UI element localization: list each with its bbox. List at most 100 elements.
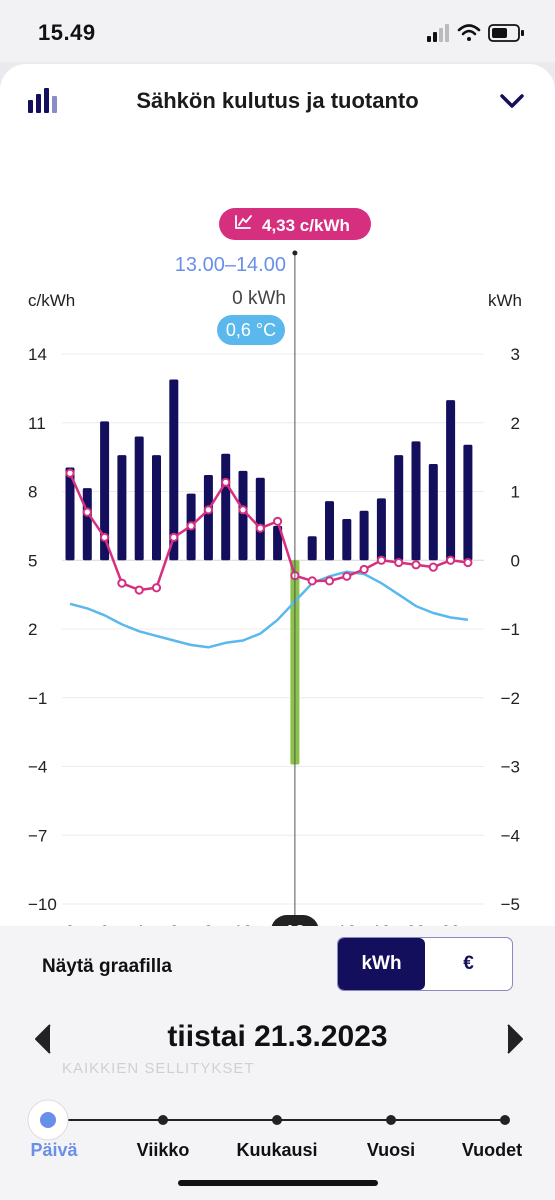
chevron-left-icon[interactable] xyxy=(30,1022,56,1056)
price-point xyxy=(255,523,265,533)
price-point xyxy=(411,560,421,570)
consumption-bar xyxy=(325,501,334,561)
left-tick-label: −4 xyxy=(28,758,47,777)
consumption-bar xyxy=(376,498,386,561)
x-tick-label: 8 xyxy=(204,922,213,928)
x-tick-label: 2 xyxy=(100,922,109,928)
faded-section-title: KAIKKIEN SELLITYKSET xyxy=(62,1060,255,1077)
right-tick-label: 1 xyxy=(511,483,520,502)
consumption-bar xyxy=(463,444,473,561)
consumption-bar xyxy=(117,455,127,561)
consumption-sheet: Sähkön kulutus ja tuotanto 14 11 8 5 2 −1 −4 −7… xyxy=(0,64,555,1200)
price-point xyxy=(376,555,386,565)
price-line xyxy=(68,472,469,592)
temperature-badge-text: 0,6 °C xyxy=(226,320,276,340)
chevron-down-icon[interactable] xyxy=(499,92,525,110)
period-day[interactable]: Päivä xyxy=(30,1140,78,1160)
toggle-kwh[interactable]: kWh xyxy=(338,938,425,990)
home-indicator xyxy=(178,1180,378,1186)
x-tick-label: 0 xyxy=(65,922,74,928)
price-point xyxy=(394,557,404,568)
status-bar: 15.49 xyxy=(0,0,555,62)
trend-icon xyxy=(235,215,252,229)
temperature-badge xyxy=(217,315,285,345)
right-tick-label: −4 xyxy=(501,826,520,845)
x-tick-label: 16 xyxy=(337,922,356,928)
selected-hour-pill xyxy=(271,915,319,928)
chevron-right-icon[interactable] xyxy=(502,1022,528,1056)
consumption-bar xyxy=(203,475,213,561)
consumption-bar xyxy=(446,400,456,561)
status-time: 15.49 xyxy=(38,20,96,45)
wifi-icon xyxy=(457,24,481,41)
left-tick-label: 8 xyxy=(28,483,37,502)
price-badge xyxy=(219,208,371,240)
price-point xyxy=(428,562,438,572)
price-point xyxy=(169,532,179,542)
consumption-bar xyxy=(255,477,265,561)
price-point xyxy=(463,557,473,568)
x-tick-label: 10 xyxy=(234,922,253,928)
price-point xyxy=(324,576,335,586)
consumption-bar xyxy=(100,421,110,561)
selection-line-cap xyxy=(292,250,298,256)
period-years[interactable]: Vuodet xyxy=(461,1140,523,1160)
price-point xyxy=(342,571,352,581)
price-point xyxy=(65,468,75,478)
consumption-bar xyxy=(169,379,179,561)
price-point xyxy=(100,532,110,542)
period-slider[interactable] xyxy=(0,1082,555,1142)
right-tick-label: −2 xyxy=(501,689,520,708)
unit-toggle: kWh € xyxy=(337,937,513,991)
left-tick-label: 5 xyxy=(28,551,37,570)
left-tick-label: 14 xyxy=(28,345,47,364)
consumption-bar xyxy=(238,470,248,561)
price-badge-text: 4,33 c/kWh xyxy=(262,216,350,235)
x-tick-label: 22 xyxy=(441,922,460,928)
price-point xyxy=(82,507,92,517)
consumption-chart[interactable]: 1411852−1−4−7−103210−1−2−3−4−5c/kWhkWh02… xyxy=(0,128,555,928)
price-point xyxy=(446,555,456,565)
left-tick-label: −10 xyxy=(28,895,57,914)
price-point xyxy=(134,585,144,595)
show-on-chart-label: Näytä graafilla xyxy=(42,956,172,977)
price-point xyxy=(307,576,317,586)
date-navigator: tiistai 21.3.2023 xyxy=(0,1012,555,1064)
consumption-bar xyxy=(342,519,352,561)
bar-chart-icon[interactable] xyxy=(28,86,58,114)
consumption-bar xyxy=(394,455,404,561)
sheet-header: Sähkön kulutus ja tuotanto xyxy=(0,64,555,140)
right-tick-label: 3 xyxy=(511,345,520,364)
left-tick-label: 2 xyxy=(28,620,37,639)
period-month[interactable]: Kuukausi xyxy=(236,1140,318,1160)
slider-stop xyxy=(272,1115,282,1125)
selected-time-range: 13.00–14.00 xyxy=(175,254,286,276)
right-tick-label: 0 xyxy=(511,551,520,570)
battery-icon xyxy=(488,24,524,42)
price-point xyxy=(221,477,231,487)
consumption-bar xyxy=(273,525,283,561)
cellular-signal-icon xyxy=(427,24,449,42)
price-point xyxy=(203,505,213,515)
consumption-bar xyxy=(411,441,421,561)
price-point xyxy=(238,505,248,515)
consumption-bar xyxy=(359,510,369,561)
consumption-bar xyxy=(221,453,231,561)
consumption-bar xyxy=(134,436,144,561)
price-point xyxy=(359,564,369,575)
selected-date: tiistai 21.3.2023 xyxy=(167,1020,388,1053)
consumption-bar xyxy=(428,464,438,561)
slider-stop xyxy=(500,1115,510,1125)
right-tick-label: −1 xyxy=(501,620,520,639)
toggle-euro[interactable]: € xyxy=(463,953,474,974)
period-year[interactable]: Vuosi xyxy=(366,1140,416,1160)
price-point xyxy=(273,516,283,526)
period-labels: Päivä Viikko Kuukausi Vuosi Vuodet xyxy=(0,1140,555,1170)
period-week[interactable]: Viikko xyxy=(136,1140,190,1160)
x-tick-label: 4 xyxy=(134,922,143,928)
page-title: Sähkön kulutus ja tuotanto xyxy=(136,88,419,113)
selected-hour-label: 13 xyxy=(285,922,305,928)
temperature-line xyxy=(69,570,469,649)
right-axis-label: kWh xyxy=(488,291,522,310)
selected-energy: 0 kWh xyxy=(232,288,286,309)
